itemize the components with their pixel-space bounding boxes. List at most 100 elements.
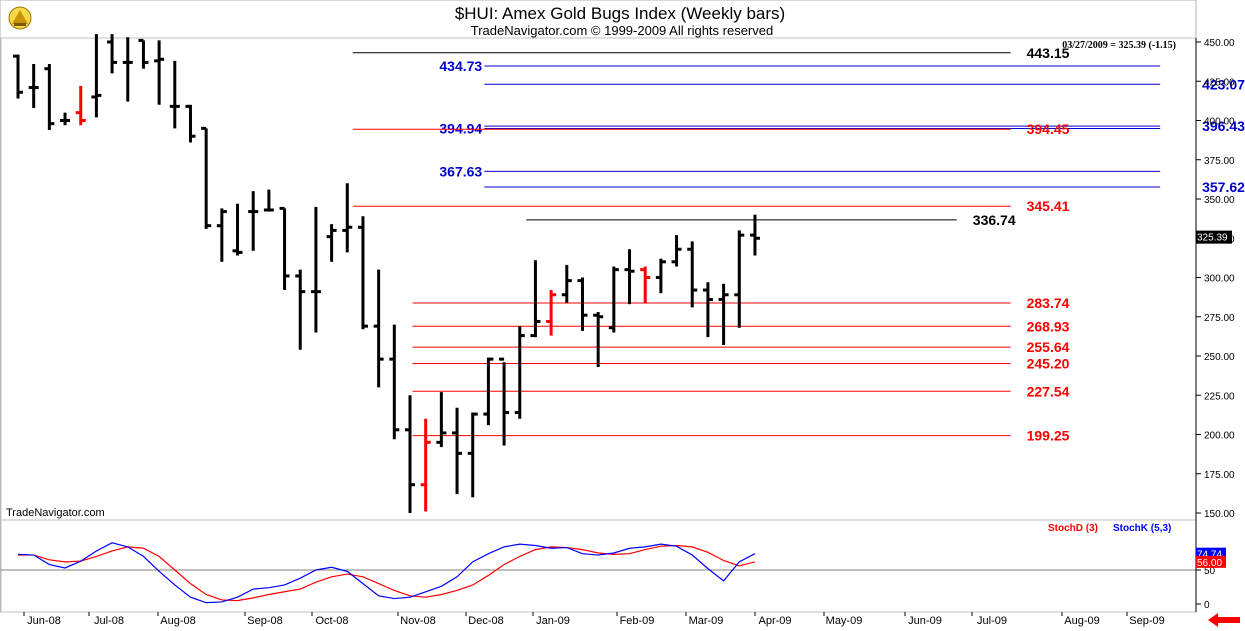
last-price-box	[1196, 230, 1232, 244]
ohlc-bar	[75, 85, 86, 126]
ohlc-bar	[389, 324, 400, 440]
chart-title: $HUI: Amex Gold Bugs Index (Weekly bars)	[455, 4, 785, 23]
ohlc-bar	[749, 214, 760, 256]
level-label: 357.62	[1202, 179, 1245, 195]
ohlc-bar	[154, 40, 165, 105]
x-tick-label: Mar-09	[689, 615, 724, 627]
ohlc-bar	[279, 206, 290, 291]
level-label: 434.73	[439, 58, 482, 74]
x-tick-label: Apr-09	[758, 615, 791, 627]
level-label: 255.64	[1027, 339, 1070, 355]
ohlc-bar	[624, 249, 635, 305]
ohlc-bar	[640, 266, 651, 303]
stoch-k-line	[17, 542, 756, 604]
stoch-last-value-label: 74.74	[1197, 550, 1222, 561]
level-lines: 443.15 434.73 423.07 396.43 394.94 394.45 367.…	[352, 45, 1245, 444]
chart-subtitle: TradeNavigator.com © 1999-2009 All right…	[471, 23, 773, 38]
x-tick-label: Jul-08	[94, 615, 124, 627]
y-tick-label: 250.00	[1204, 352, 1235, 363]
ohlc-bar	[310, 206, 321, 333]
ohlc-bar	[671, 235, 682, 267]
y-tick-label: 300.00	[1204, 274, 1235, 285]
ohlc-bar	[718, 283, 729, 346]
ohlc-bar	[420, 418, 431, 512]
y-tick-label: 400.00	[1204, 117, 1235, 128]
ohlc-bar	[373, 269, 384, 388]
stoch-last-value-label: 56.00	[1197, 558, 1222, 569]
level-label: 394.45	[1027, 121, 1070, 137]
ohlc-bar	[326, 224, 337, 262]
watermark: TradeNavigator.com	[6, 507, 105, 519]
y-tick-label: 200.00	[1204, 431, 1235, 442]
x-tick-label: Jan-09	[536, 615, 570, 627]
y-tick-label: 375.00	[1204, 156, 1235, 167]
x-tick-label: Sep-09	[1129, 615, 1164, 627]
ohlc-bar	[561, 264, 572, 303]
y-tick-label: 225.00	[1204, 391, 1235, 402]
ohlc-bar	[216, 208, 227, 262]
ohlc-bar	[91, 34, 102, 118]
price-axis: 450.00425.00400.00375.00350.00325.00300.…	[1196, 38, 1235, 520]
ohlc-bar	[28, 63, 39, 108]
level-label: 268.93	[1027, 318, 1070, 334]
x-tick-label: Jul-09	[977, 615, 1007, 627]
ohlc-bar	[342, 183, 353, 253]
last-quote: 03/27/2009 = 325.39 (-1.15)	[1062, 40, 1176, 51]
ohlc-bar	[295, 269, 306, 350]
ohlc-bar	[263, 189, 274, 212]
ohlc-bar	[169, 60, 180, 129]
level-label: 336.74	[973, 212, 1016, 228]
trade-navigator-logo-icon	[8, 6, 32, 30]
ohlc-bar	[185, 104, 196, 143]
ohlc-bar	[593, 312, 604, 367]
ohlc-bar	[483, 357, 494, 426]
price-bars	[13, 34, 760, 513]
ohlc-bar	[577, 277, 588, 331]
x-tick-label: Feb-09	[620, 615, 655, 627]
ohlc-bar	[232, 203, 243, 256]
y-tick-label: 350.00	[1204, 195, 1235, 206]
ohlc-bar	[514, 326, 525, 419]
stoch-d-legend: StochD (3)	[1048, 523, 1098, 534]
level-label: 283.74	[1027, 295, 1070, 311]
ohlc-bar	[452, 407, 463, 495]
ohlc-bar	[436, 392, 447, 448]
ohlc-bar	[702, 282, 713, 338]
x-tick-label: Aug-09	[1064, 615, 1099, 627]
x-tick-label: Jun-08	[27, 615, 61, 627]
y-tick-label: 450.00	[1204, 38, 1235, 49]
level-label: 345.41	[1027, 198, 1070, 214]
ohlc-bar	[60, 112, 71, 126]
x-tick-label: Sep-08	[247, 615, 282, 627]
y-tick-label: 175.00	[1204, 470, 1235, 481]
y-tick-label: 275.00	[1204, 313, 1235, 324]
y-tick-label: 425.00	[1204, 77, 1235, 88]
ohlc-bar	[201, 126, 212, 229]
x-tick-label: Dec-08	[468, 615, 503, 627]
ohlc-bar	[687, 241, 698, 308]
ohlc-bar	[107, 34, 118, 74]
ohlc-bar	[655, 258, 666, 294]
ohlc-bar	[530, 260, 541, 338]
ohlc-bar	[608, 266, 619, 333]
stoch-y-tick-label: 50	[1204, 566, 1216, 577]
last-price-label: 325.39	[1197, 233, 1228, 244]
ohlc-bar	[122, 37, 133, 102]
stoch-last-value-box	[1196, 555, 1226, 568]
level-label: 396.43	[1202, 118, 1245, 134]
level-label: 443.15	[1027, 45, 1070, 61]
ohlc-bar	[357, 216, 368, 330]
scroll-left-arrow-icon[interactable]	[1208, 613, 1240, 627]
level-label: 245.20	[1027, 356, 1070, 372]
ohlc-bar	[546, 290, 557, 336]
x-tick-label: Jun-09	[908, 615, 942, 627]
level-label: 227.54	[1027, 383, 1070, 399]
level-label: 199.25	[1027, 428, 1070, 444]
ohlc-bar	[467, 412, 478, 498]
level-label: 394.94	[439, 120, 482, 136]
x-tick-label: Nov-08	[400, 615, 435, 627]
date-axis: Jun-08 Jul-08 Aug-08 Sep-08 Oct-08 Nov-08 Dec-…	[23, 612, 1165, 627]
stoch-d-line	[18, 544, 756, 602]
